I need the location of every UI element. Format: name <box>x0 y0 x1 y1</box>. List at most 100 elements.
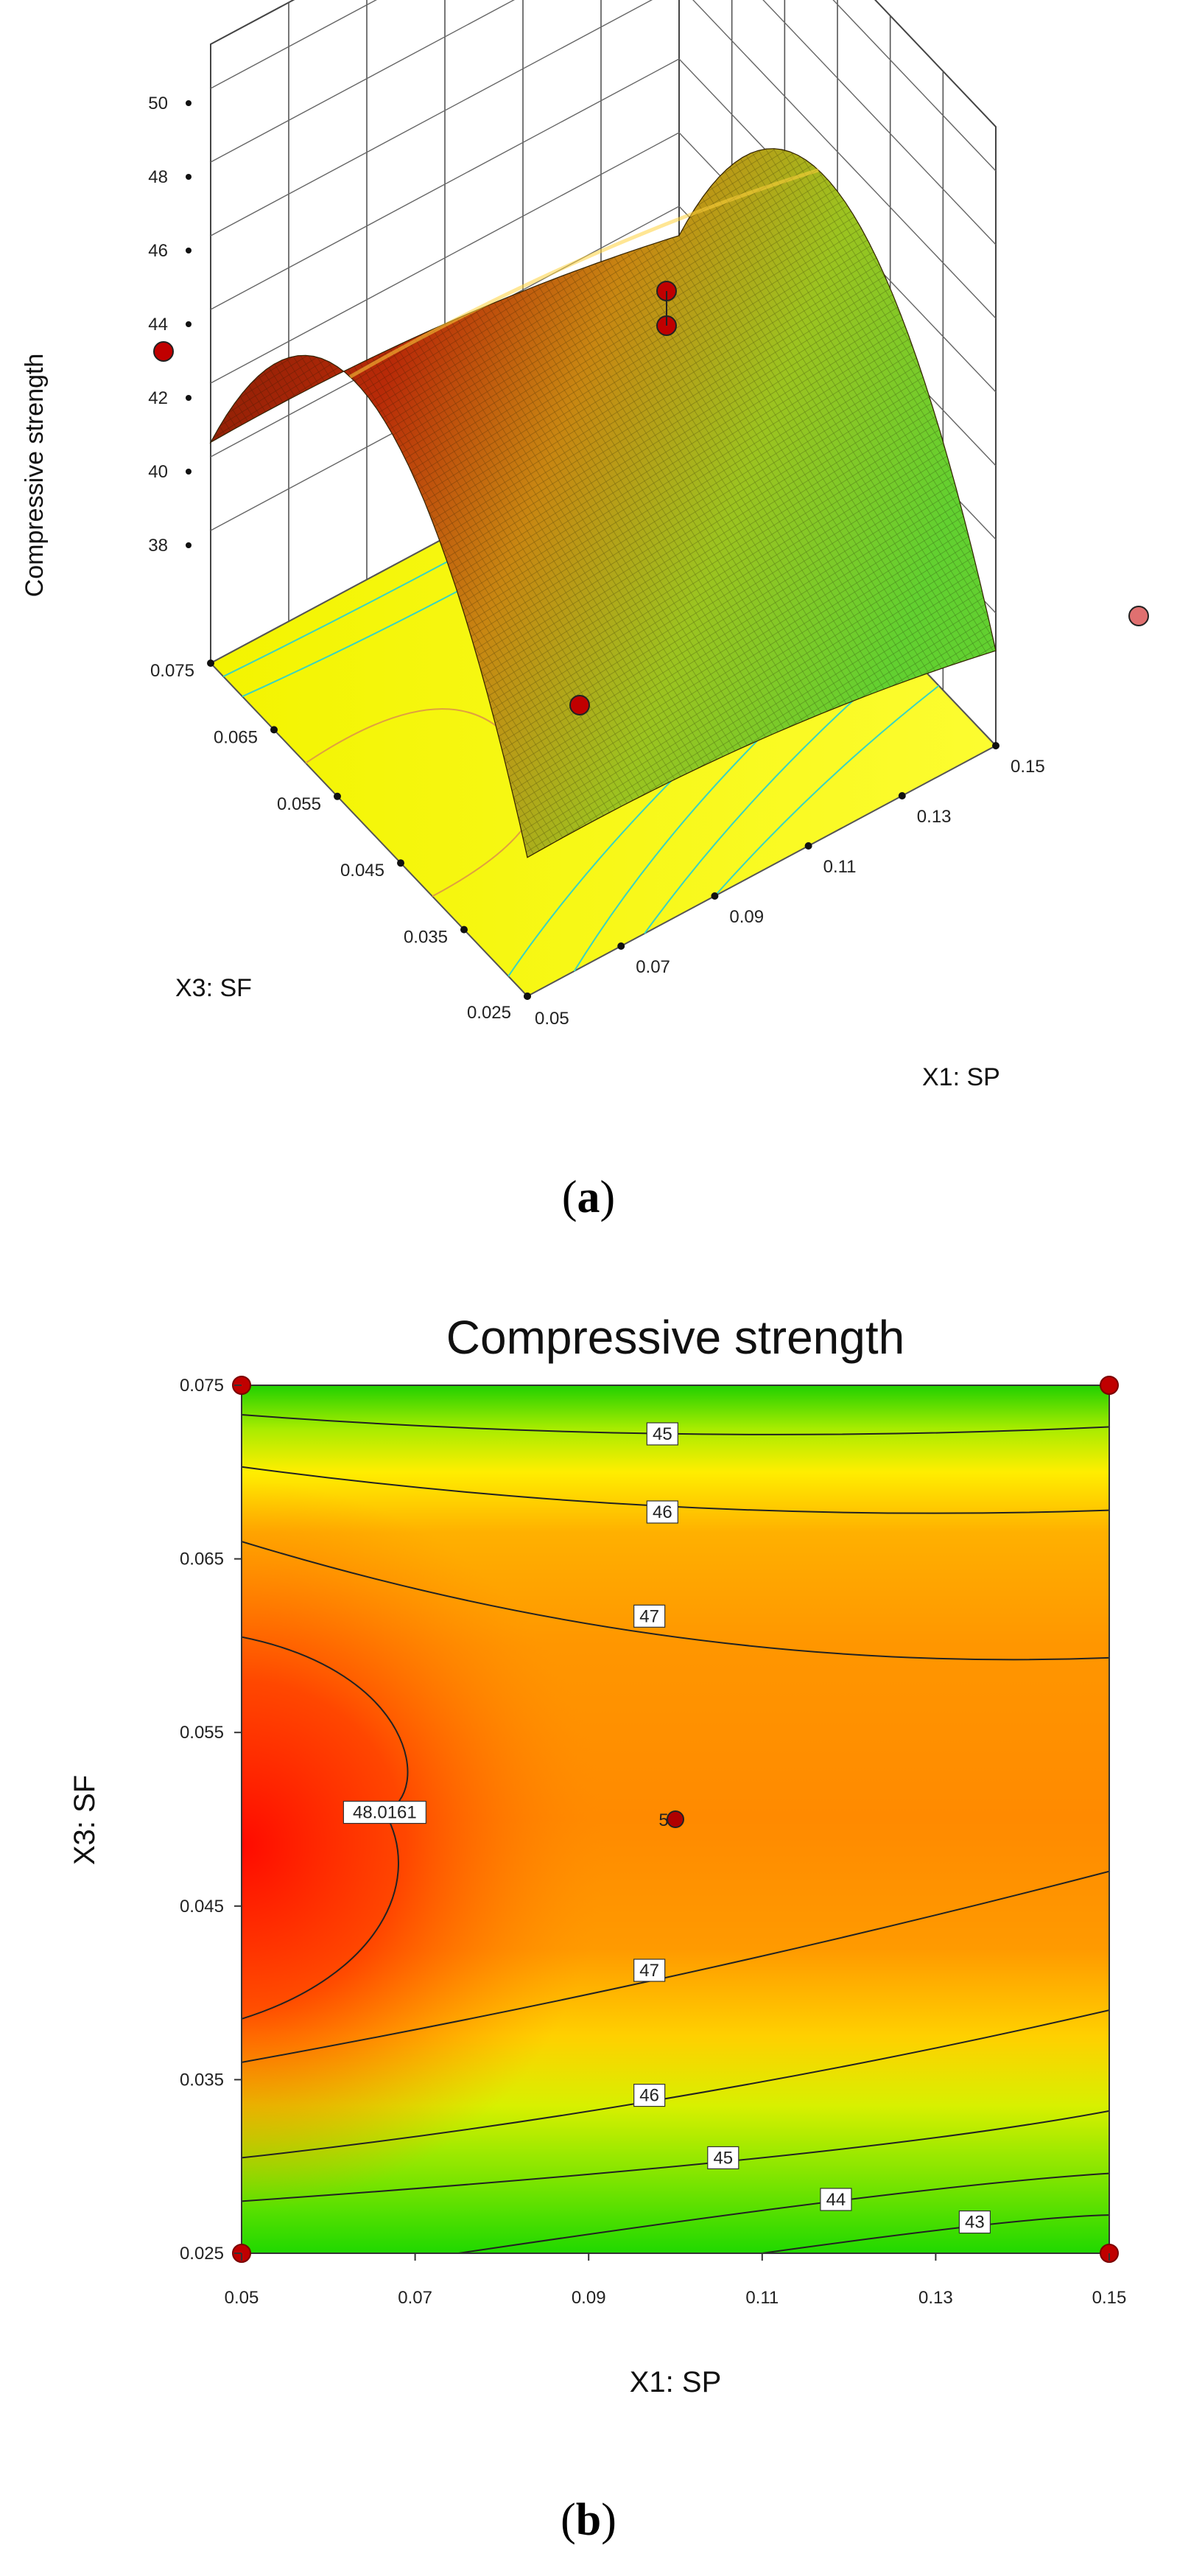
z-tick-label: 44 <box>148 315 168 335</box>
contour-lines <box>242 1414 1109 2253</box>
design-point <box>153 341 174 362</box>
z-tick-label: 38 <box>148 536 168 556</box>
y-tick-label: 0.065 <box>180 1550 224 1569</box>
y-tick-label: 0.065 <box>214 727 258 747</box>
contour-plot-b: Compressive strength 45464748.0161474645… <box>68 1311 1126 2545</box>
y-tick-mark <box>270 726 278 734</box>
z-axis-label: Compressive strength <box>21 354 49 598</box>
contour-line <box>242 2110 1109 2202</box>
x-tick-label: 0.09 <box>572 2288 606 2308</box>
surface-ridge <box>348 168 819 379</box>
contour-label-box <box>646 1422 678 1446</box>
z-tick-label: 46 <box>148 241 168 261</box>
back-h-gridline <box>210 132 680 384</box>
z-tick-mark <box>186 248 192 253</box>
z-tick-mark <box>186 542 192 548</box>
contour-label: 48.0161 <box>353 1803 417 1823</box>
x-tick-label: 0.11 <box>823 857 857 877</box>
y-axis-label: X3: SF <box>68 1775 101 1865</box>
x-tick-label: 0.15 <box>1092 2288 1127 2308</box>
panel-label-b: (b) <box>561 2495 616 2545</box>
x-axis-label: X1: SP <box>630 2366 722 2398</box>
z-tick-label: 50 <box>148 94 168 113</box>
y-tick-label: 0.035 <box>180 2070 224 2090</box>
surface-mesh <box>211 148 996 858</box>
contour-line <box>242 1870 1109 2063</box>
floor-contour <box>714 685 940 897</box>
contour-label: 46 <box>639 2086 659 2106</box>
contour-label-box <box>633 2084 666 2107</box>
z-tick-mark <box>186 174 192 180</box>
x-tick-label: 0.09 <box>729 907 764 927</box>
y-axis-label: X3: SF <box>175 974 252 1002</box>
z-tick-label: 48 <box>148 167 168 187</box>
contour-label-box <box>342 1800 426 1824</box>
back-h-gridline <box>210 0 516 163</box>
x-tick-mark <box>898 792 906 799</box>
y-tick-label: 0.075 <box>150 661 194 681</box>
side-h-gridline <box>762 0 997 245</box>
z-tick-label: 40 <box>148 462 168 482</box>
x-tick-label: 0.07 <box>398 2288 432 2308</box>
response-surface <box>209 148 997 858</box>
x-tick-label: 0.15 <box>1011 757 1045 777</box>
side-h-gridline <box>832 0 997 172</box>
x-tick-mark <box>992 742 999 749</box>
y-tick-mark <box>334 792 341 800</box>
back-h-gridline <box>210 0 653 237</box>
y-tick-mark <box>460 925 468 934</box>
y-tick-mark <box>207 659 214 667</box>
y-tick-label: 0.035 <box>404 928 448 948</box>
back-h-gridline <box>210 0 377 89</box>
z-tick-mark <box>186 100 192 106</box>
x-tick-label: 0.13 <box>917 807 952 827</box>
back-h-gridline <box>210 58 680 310</box>
design-points <box>153 281 1149 715</box>
side-h-gridline <box>692 0 997 319</box>
contour-label-box <box>646 1500 678 1524</box>
y-tick-label: 0.055 <box>180 1723 224 1743</box>
axis-ticks: 0.05 0.07 0.09 0.11 0.13 0.15 0.025 0.035 0.045 0… <box>148 94 1044 1029</box>
z-tick-label: 42 <box>148 388 168 408</box>
contour-label-box <box>633 1959 666 1982</box>
contour-label-box <box>958 2210 991 2234</box>
x-tick-mark <box>711 892 719 900</box>
z-tick-mark <box>186 321 192 327</box>
y-tick-label: 0.025 <box>180 2244 224 2264</box>
contour-label: 47 <box>639 1606 659 1626</box>
axis-ticks: 0.05 0.07 0.09 0.11 0.13 0.15 0.025 0.035 0.045 0… <box>180 1376 1126 2308</box>
contour-line <box>242 1541 1109 1661</box>
z-tick-mark <box>186 395 192 401</box>
contour-label-box <box>707 2146 739 2170</box>
contour-label: 45 <box>653 1424 672 1444</box>
contour-line <box>242 2009 1109 2159</box>
design-point <box>569 695 590 715</box>
x-tick-mark <box>804 842 812 850</box>
center-point <box>667 1810 684 1828</box>
y-tick-label: 0.075 <box>180 1376 224 1396</box>
contour-label: 46 <box>653 1502 672 1522</box>
y-tick-label: 0.025 <box>467 1003 511 1023</box>
contour-labels: 45 46 47 48.0161 47 46 45 44 43 <box>342 1422 991 2234</box>
contour-label: 44 <box>826 2190 846 2210</box>
contour-label-box <box>633 1604 666 1628</box>
contour-label: 47 <box>639 1961 659 1981</box>
design-point <box>1100 1376 1119 1395</box>
x-tick-mark <box>617 942 625 950</box>
y-tick-mark <box>397 859 404 867</box>
x-tick-label: 0.05 <box>225 2288 259 2308</box>
contour-label-box <box>820 2188 852 2211</box>
center-point-label: 5 <box>658 1810 668 1830</box>
surface-plot-a: 0.05 0.07 0.09 0.11 0.13 0.15 0.025 0.035 0.045 0… <box>21 0 1149 1222</box>
x-tick-label: 0.07 <box>636 957 670 977</box>
y-tick-label: 0.055 <box>277 794 321 814</box>
y-tick-mark <box>524 993 531 1000</box>
chart-title: Compressive strength <box>446 1311 904 1364</box>
z-tick-mark <box>186 469 192 475</box>
y-tick-label: 0.045 <box>340 861 384 881</box>
x-tick-label: 0.05 <box>535 1009 569 1029</box>
x-axis-label: X1: SP <box>922 1063 1000 1091</box>
x-tick-label: 0.13 <box>918 2288 953 2308</box>
y-tick-label: 0.045 <box>180 1897 224 1917</box>
x-tick-label: 0.11 <box>745 2288 779 2308</box>
